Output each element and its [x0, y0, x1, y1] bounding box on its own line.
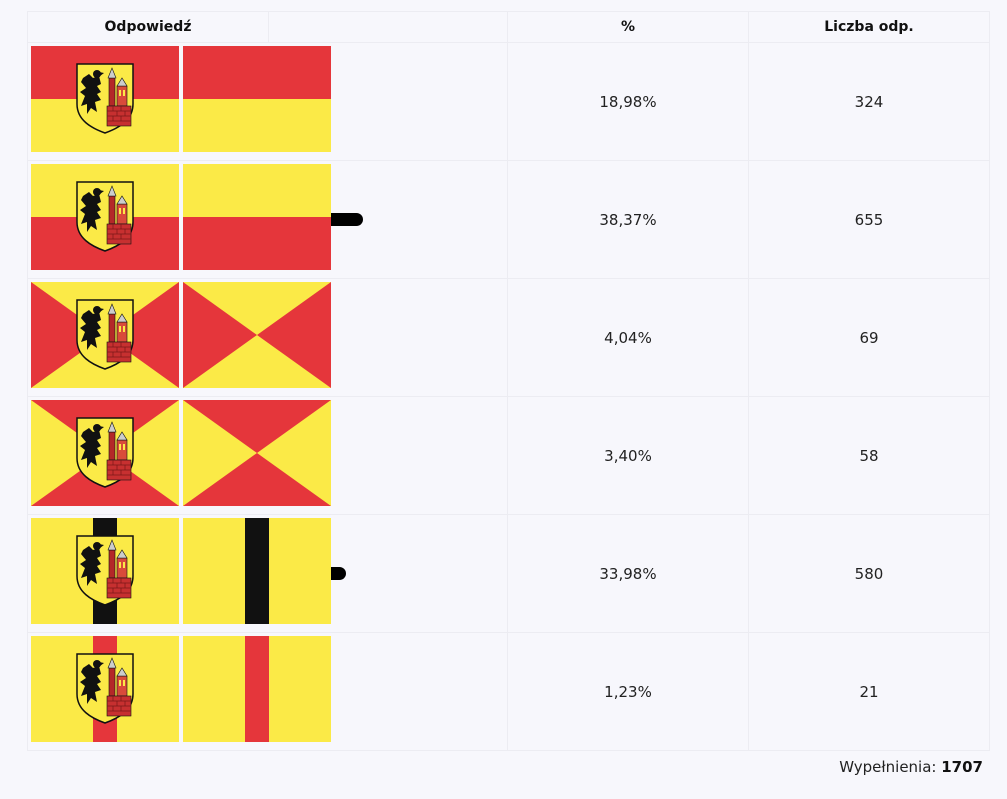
- flag-plain-image: [183, 164, 331, 270]
- flag-plain-image: [183, 400, 331, 506]
- flag-pair: [31, 46, 331, 152]
- header-row: Odpowiedź % Liczba odp.: [27, 11, 990, 43]
- flag-pair: [31, 282, 331, 388]
- result-row: 4,04% 69: [27, 278, 990, 397]
- coat-of-arms-icon: [76, 535, 134, 606]
- flag-with-arms-image: [31, 282, 179, 388]
- answer-cell: [27, 278, 508, 397]
- coat-of-arms-icon: [76, 417, 134, 488]
- count-cell: 21: [748, 632, 990, 751]
- percent-cell: 38,37%: [507, 160, 749, 279]
- header-count: Liczba odp.: [748, 11, 990, 43]
- flag-with-arms-image: [31, 518, 179, 624]
- coat-of-arms-icon: [76, 181, 134, 252]
- flag-pair: [31, 636, 331, 742]
- flag-plain-image: [183, 636, 331, 742]
- flag-with-arms-image: [31, 400, 179, 506]
- result-row: 1,23% 21: [27, 632, 990, 751]
- answer-cell: [27, 42, 508, 161]
- flag-pair: [31, 400, 331, 506]
- percent-cell: 1,23%: [507, 632, 749, 751]
- poll-results-table: Odpowiedź % Liczba odp.: [27, 11, 990, 751]
- coat-of-arms-icon: [76, 299, 134, 370]
- result-row: 3,40% 58: [27, 396, 990, 515]
- coat-of-arms-icon: [76, 653, 134, 724]
- header-answer: Odpowiedź: [27, 11, 269, 43]
- responses-label: Wypełnienia:: [839, 758, 937, 776]
- flag-with-arms-image: [31, 636, 179, 742]
- answer-cell: [27, 632, 508, 751]
- result-row: 18,98% 324: [27, 42, 990, 161]
- flag-pair: [31, 518, 331, 624]
- percent-cell: 4,04%: [507, 278, 749, 397]
- flag-with-arms-image: [31, 164, 179, 270]
- header-percent: %: [507, 11, 749, 43]
- count-cell: 58: [748, 396, 990, 515]
- percent-cell: 18,98%: [507, 42, 749, 161]
- result-bar: [331, 213, 364, 226]
- result-bar: [331, 567, 347, 580]
- percent-cell: 33,98%: [507, 514, 749, 633]
- flag-plain-image: [183, 518, 331, 624]
- answer-cell: [27, 160, 508, 279]
- count-cell: 69: [748, 278, 990, 397]
- result-row: 38,37% 655: [27, 160, 990, 279]
- flag-with-arms-image: [31, 46, 179, 152]
- answer-cell: [27, 514, 508, 633]
- flag-plain-image: [183, 46, 331, 152]
- result-row: 33,98% 580: [27, 514, 990, 633]
- responses-count: 1707: [941, 758, 983, 776]
- percent-cell: 3,40%: [507, 396, 749, 515]
- header-blank: [268, 11, 508, 43]
- flag-plain-image: [183, 282, 331, 388]
- count-cell: 324: [748, 42, 990, 161]
- answer-cell: [27, 396, 508, 515]
- coat-of-arms-icon: [76, 63, 134, 134]
- responses-total: Wypełnienia: 1707: [839, 758, 983, 776]
- count-cell: 580: [748, 514, 990, 633]
- flag-pair: [31, 164, 331, 270]
- count-cell: 655: [748, 160, 990, 279]
